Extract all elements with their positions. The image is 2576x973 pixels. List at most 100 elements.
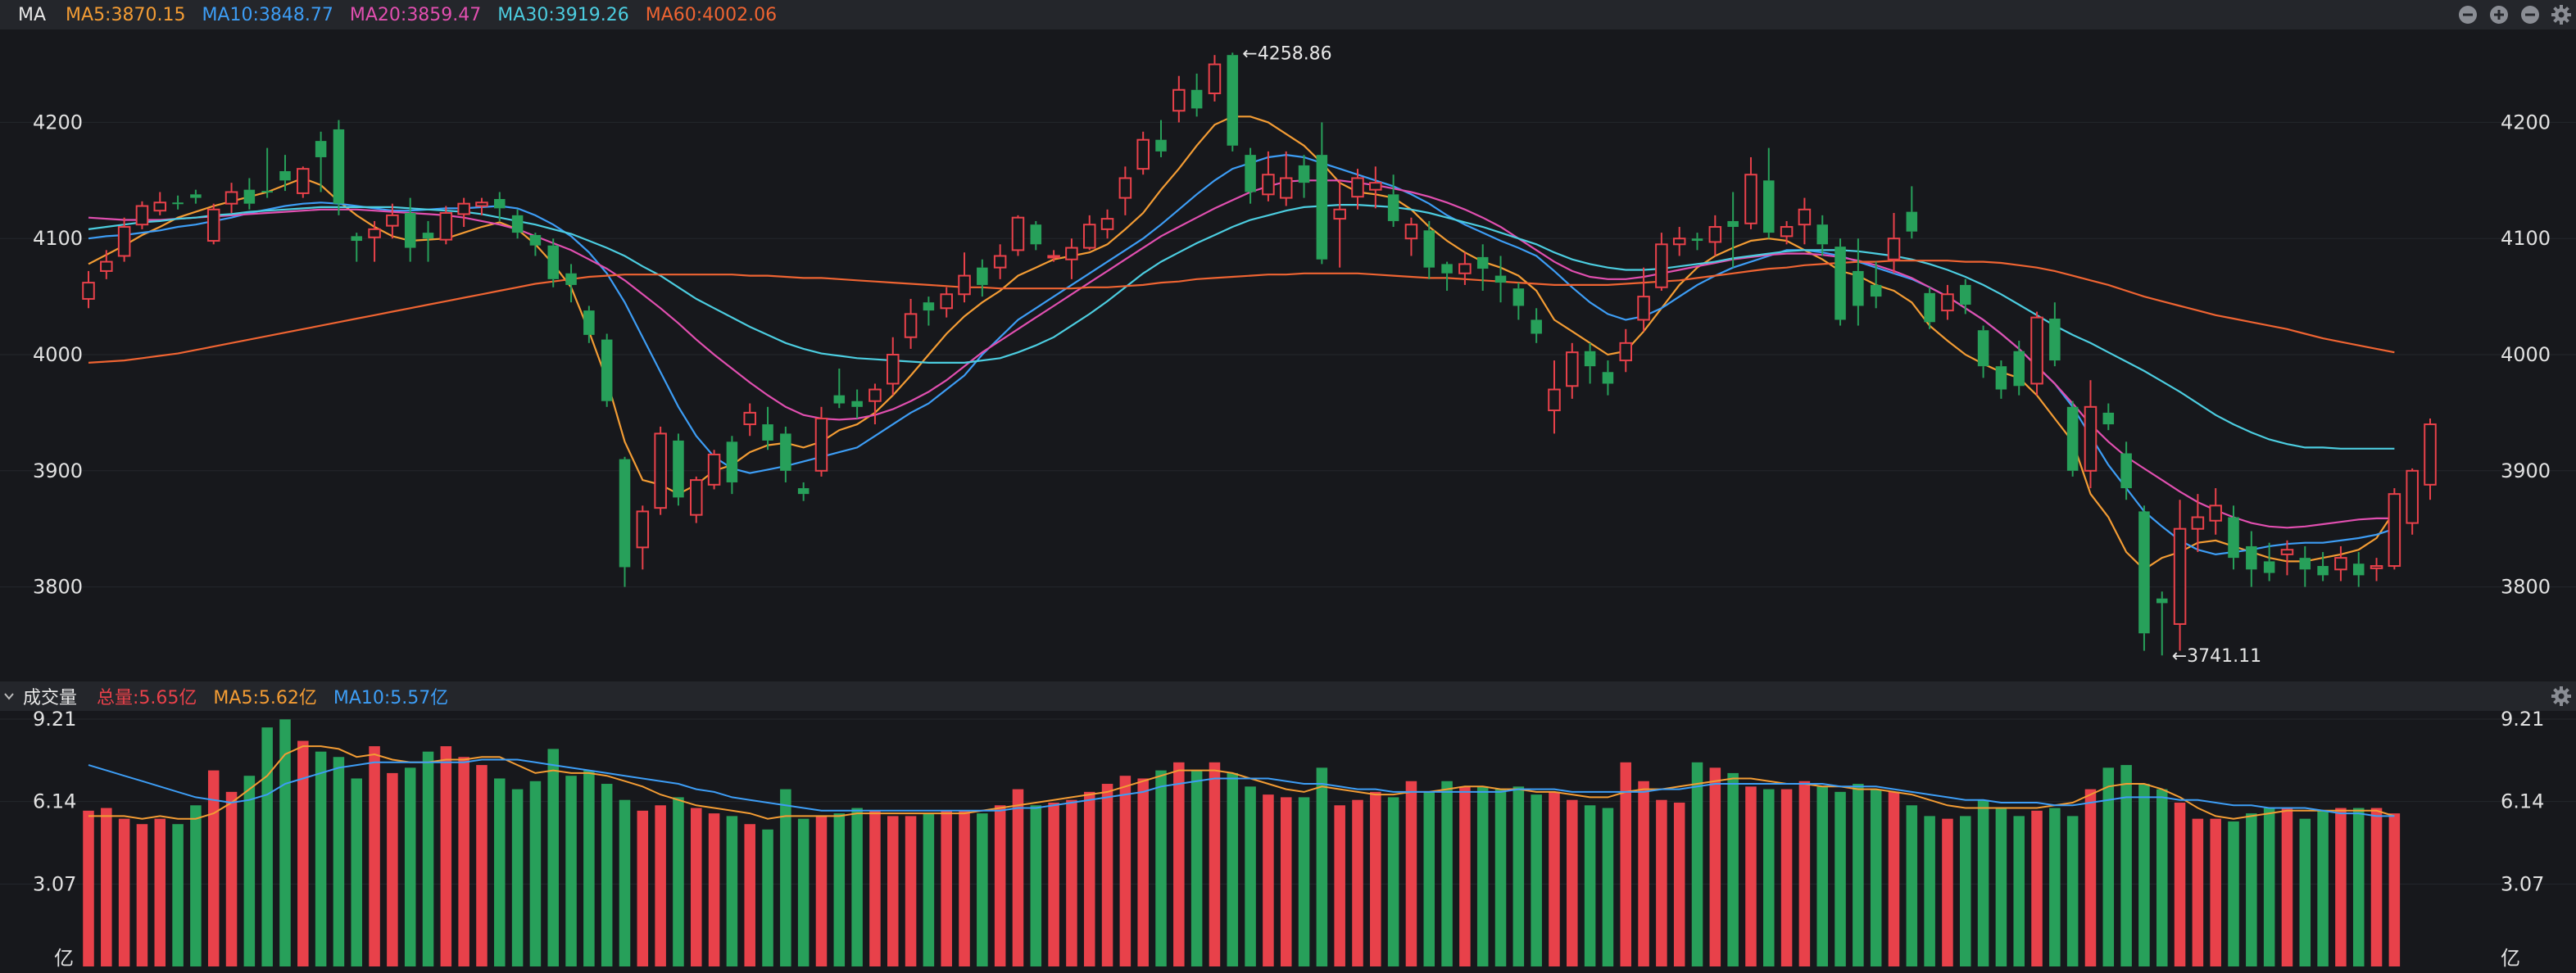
candle-body	[2173, 527, 2187, 625]
candle	[1262, 151, 1275, 201]
volume-bar	[994, 805, 1006, 966]
candle-body	[2156, 598, 2168, 604]
candle-body	[1208, 63, 1222, 94]
candle	[2228, 505, 2239, 570]
candle	[1208, 55, 1222, 102]
candle-body	[1977, 330, 1989, 367]
volume-bar	[851, 808, 863, 966]
minus-circle-icon[interactable]	[2519, 3, 2542, 26]
candle	[1941, 284, 1954, 320]
volume-bar	[1691, 762, 1703, 966]
plus-circle-icon[interactable]	[2488, 3, 2510, 26]
candle	[654, 426, 667, 515]
volume-bar	[1960, 816, 1971, 966]
gear-icon[interactable]	[2550, 685, 2573, 708]
volume-bar	[404, 767, 416, 966]
volume-bar	[601, 784, 613, 966]
gear-icon[interactable]	[2550, 3, 2573, 26]
candle	[1100, 209, 1114, 239]
price-ma20-line	[88, 179, 2395, 529]
candle-body	[923, 302, 935, 311]
volume-bar	[1298, 797, 1310, 966]
price-tick-label-right: 3800	[2501, 576, 2551, 599]
candle-body	[993, 255, 1007, 269]
volume-bar	[511, 789, 524, 966]
candle-body	[422, 233, 434, 239]
candle-body	[2120, 453, 2132, 489]
volume-bar	[1763, 789, 1775, 966]
candle-body	[1065, 247, 1078, 260]
candle	[1853, 238, 1864, 326]
candle-body	[2102, 412, 2115, 425]
candle-body	[1494, 275, 1507, 283]
candle	[1834, 238, 1846, 326]
candle-body	[1602, 372, 1614, 384]
volume-bar	[923, 813, 935, 966]
volume-bar	[655, 805, 666, 966]
volume-bar	[1119, 776, 1132, 966]
candle	[1691, 233, 1703, 251]
candle	[172, 195, 184, 210]
volume-bar	[333, 757, 345, 966]
volume-bar	[1423, 791, 1435, 966]
volume-ma5-line	[88, 745, 2395, 820]
volume-bar	[387, 772, 398, 966]
candle-body	[2317, 566, 2329, 576]
volume-bar	[1584, 805, 1596, 966]
candle-body	[1512, 288, 1525, 306]
candle-body	[279, 170, 291, 181]
candle	[206, 203, 220, 245]
candle	[886, 337, 900, 396]
candle	[2299, 545, 2311, 587]
volume-ma-lines	[88, 745, 2395, 820]
candle-body	[1155, 139, 1167, 152]
candle-body	[619, 459, 631, 568]
candle-body	[1030, 224, 1042, 245]
volume-bar	[565, 776, 577, 966]
candle	[351, 233, 363, 262]
price-legend-bar: MA MA5:3870.15 MA10:3848.77 MA20:3859.47…	[0, 0, 2576, 29]
candle-body	[1227, 55, 1239, 146]
candle	[1780, 220, 1794, 245]
volume-bar	[315, 751, 327, 966]
price-tick-label-left: 3900	[33, 459, 83, 482]
volume-tick-label-left: 9.21	[33, 708, 76, 731]
volume-bar	[476, 765, 488, 966]
candle	[743, 403, 756, 437]
chevron-down-icon[interactable]	[3, 690, 15, 702]
volume-bar	[1083, 791, 1095, 966]
candle-body	[206, 208, 220, 242]
candle-body	[780, 433, 791, 471]
legend-ma5: MA5:3870.15	[66, 4, 186, 25]
volume-bar	[1066, 799, 1077, 966]
candle-body	[2209, 505, 2222, 522]
candle-body	[1082, 224, 1096, 249]
candle-body	[726, 441, 738, 482]
candle	[1995, 360, 2007, 399]
volume-bar	[905, 816, 917, 966]
candle	[707, 450, 721, 490]
candle-body	[1100, 218, 1114, 230]
price-tick-label-left: 3800	[33, 576, 83, 599]
candle-body	[1816, 224, 1828, 245]
volume-bar	[547, 749, 559, 966]
candle-body	[297, 168, 310, 194]
candle-body	[565, 273, 577, 285]
volume-bar	[1459, 786, 1471, 966]
candle-body	[82, 282, 95, 300]
volume-bar	[1476, 786, 1489, 966]
candle	[636, 505, 650, 570]
candle	[1172, 75, 1186, 123]
candle-body	[511, 215, 524, 233]
volume-bar	[1924, 816, 1935, 966]
candle	[2102, 403, 2115, 431]
volume-bar	[1673, 802, 1685, 966]
minus-circle-icon[interactable]	[2456, 3, 2479, 26]
legend-volume-total: 总量:5.65亿	[97, 688, 197, 708]
candle-body	[117, 226, 131, 257]
candle	[1566, 342, 1579, 399]
candle-body	[797, 488, 810, 495]
candle-body	[2049, 319, 2061, 361]
candle	[1458, 252, 1472, 285]
volume-bar	[815, 816, 828, 966]
